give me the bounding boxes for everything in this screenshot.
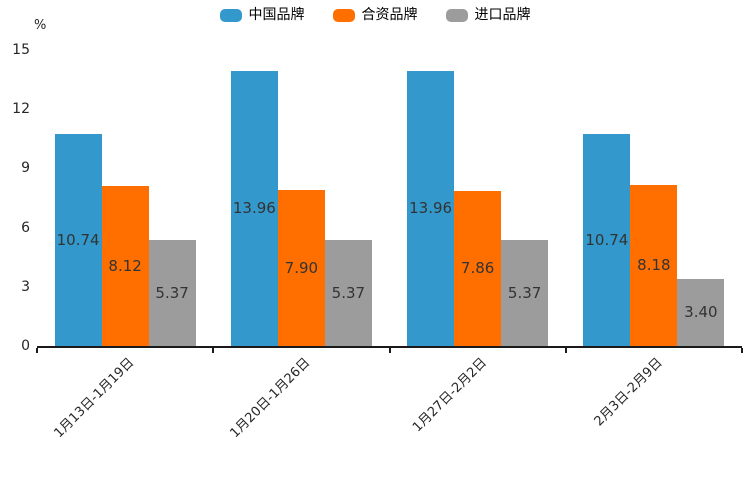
bar-进口品牌-group2 xyxy=(501,240,549,346)
legend-swatch-icon xyxy=(332,8,355,22)
y-axis-tick-label: 15 xyxy=(12,42,30,58)
bar-中国品牌-group1 xyxy=(230,70,278,346)
legend-label: 中国品牌 xyxy=(248,7,305,23)
x-axis-line xyxy=(37,346,742,348)
x-axis-tick xyxy=(741,348,743,353)
bar-value-label: 3.40 xyxy=(684,303,718,322)
x-axis-tick xyxy=(388,348,391,353)
x-axis-label: 1月13日-1月19日 xyxy=(51,355,138,442)
bar-value-label: 13.96 xyxy=(409,199,453,218)
bar-value-label: 8.18 xyxy=(637,256,671,275)
x-axis-tick xyxy=(36,348,38,353)
legend-item-1: 合资品牌 xyxy=(332,7,418,23)
x-axis-tick xyxy=(212,348,215,353)
legend-swatch-icon xyxy=(445,8,468,22)
y-axis-tick-label: 0 xyxy=(21,338,30,354)
bar-value-label: 7.86 xyxy=(460,259,495,278)
bar-中国品牌-group0 xyxy=(54,134,102,346)
legend-item-2: 进口品牌 xyxy=(445,7,531,23)
bar-value-label: 10.74 xyxy=(56,231,100,250)
legend-label: 合资品牌 xyxy=(361,7,418,23)
bar-进口品牌-group1 xyxy=(324,240,372,346)
bar-进口品牌-group3 xyxy=(677,278,725,346)
y-axis-tick-label: 12 xyxy=(12,101,30,118)
y-axis-tick-label: 3 xyxy=(21,278,30,295)
x-axis-label: 1月27日-2月2日 xyxy=(409,355,490,436)
x-axis-label: 2月3日-2月9日 xyxy=(591,355,666,430)
chart-legend: 中国品牌 合资品牌 进口品牌 xyxy=(0,8,750,22)
bar-合资品牌-group3 xyxy=(630,184,678,346)
bar-合资品牌-group0 xyxy=(101,185,149,346)
y-axis-unit-label: % xyxy=(34,18,47,33)
x-axis-tick xyxy=(564,348,567,353)
bar-进口品牌-group0 xyxy=(148,240,196,346)
bar-value-label: 5.37 xyxy=(507,284,542,303)
bar-value-label: 8.12 xyxy=(108,256,142,275)
bar-中国品牌-group3 xyxy=(583,134,631,346)
bar-合资品牌-group2 xyxy=(454,190,502,346)
y-axis-tick-label: 6 xyxy=(21,219,30,236)
bar-value-label: 13.96 xyxy=(232,199,276,218)
legend-label: 进口品牌 xyxy=(474,7,531,23)
legend-item-0: 中国品牌 xyxy=(219,7,305,23)
legend-swatch-icon xyxy=(219,8,242,22)
y-axis-tick-label: 9 xyxy=(21,160,30,177)
x-axis-label: 1月20日-1月26日 xyxy=(227,355,314,442)
bar-value-label: 7.90 xyxy=(284,259,319,278)
bar-中国品牌-group2 xyxy=(407,70,455,346)
bar-value-label: 5.37 xyxy=(155,284,189,303)
bar-value-label: 10.74 xyxy=(585,231,629,250)
bar-value-label: 5.37 xyxy=(331,284,366,303)
bar-合资品牌-group1 xyxy=(277,190,325,346)
